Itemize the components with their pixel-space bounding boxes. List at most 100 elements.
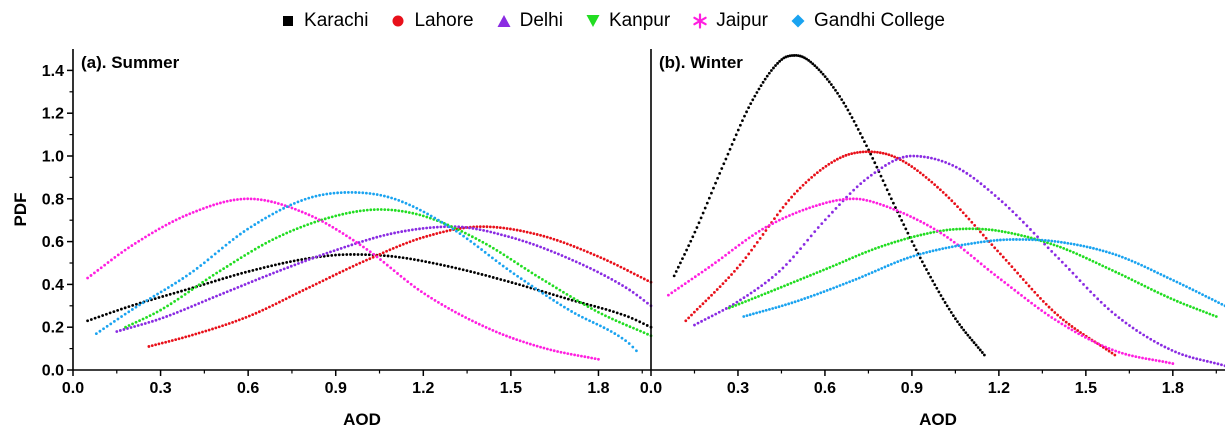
data-point <box>365 247 369 251</box>
data-point <box>811 62 815 66</box>
data-point <box>631 345 635 349</box>
data-point <box>707 266 711 269</box>
data-point <box>457 225 461 229</box>
data-point <box>1209 360 1213 364</box>
data-point <box>317 218 321 222</box>
data-point <box>1080 334 1084 337</box>
data-point <box>552 298 555 302</box>
data-point <box>935 286 939 290</box>
data-point <box>357 191 361 194</box>
data-point <box>365 258 368 262</box>
data-point <box>896 239 900 243</box>
data-point <box>944 161 947 164</box>
data-point <box>894 206 897 209</box>
data-point <box>285 231 289 235</box>
data-point <box>421 226 425 230</box>
data-point <box>447 306 450 310</box>
data-point <box>243 270 247 274</box>
data-point <box>234 319 238 323</box>
data-point <box>1153 289 1157 293</box>
data-point <box>838 94 842 98</box>
data-point <box>559 303 563 307</box>
data-point <box>829 83 833 86</box>
data-point <box>1149 287 1153 291</box>
data-point <box>510 236 514 240</box>
data-point <box>805 275 809 279</box>
data-point <box>115 330 119 333</box>
data-point <box>485 225 489 229</box>
data-point <box>792 255 795 259</box>
data-point <box>1143 265 1147 269</box>
data-point <box>703 206 707 210</box>
data-point <box>928 250 932 253</box>
data-point <box>542 246 546 250</box>
data-point <box>296 258 300 262</box>
data-point <box>789 281 793 285</box>
data-point <box>194 332 198 336</box>
diamond-marker-icon <box>790 13 806 29</box>
data-point <box>325 251 329 255</box>
data-point <box>932 227 936 231</box>
data-point <box>937 158 940 162</box>
data-point <box>848 197 852 201</box>
data-point <box>735 266 739 270</box>
data-point <box>474 237 478 240</box>
y-tick-label: 0.8 <box>42 191 64 208</box>
data-point <box>773 217 776 221</box>
data-point <box>219 201 222 205</box>
data-point <box>224 243 228 247</box>
data-point <box>302 224 306 228</box>
data-point <box>929 231 932 235</box>
data-point <box>170 283 174 287</box>
data-point <box>382 254 386 258</box>
series-karachi <box>86 253 653 329</box>
data-point <box>771 222 775 225</box>
data-point <box>851 256 855 260</box>
data-point <box>586 250 589 254</box>
data-point <box>776 61 779 65</box>
data-point <box>261 275 265 279</box>
data-point <box>951 164 955 167</box>
data-point <box>253 197 256 201</box>
data-point <box>1169 277 1172 281</box>
data-point <box>390 254 394 258</box>
y-tick-label: 0.0 <box>42 363 64 380</box>
data-point <box>478 228 482 232</box>
data-point <box>751 98 755 102</box>
data-point <box>503 234 507 238</box>
data-point <box>831 199 835 203</box>
data-point <box>243 254 247 257</box>
data-point <box>1177 351 1181 355</box>
data-point <box>474 321 478 324</box>
data-point <box>423 292 427 296</box>
data-point <box>795 189 799 193</box>
data-point <box>585 265 589 269</box>
data-point <box>701 211 705 215</box>
data-point <box>187 290 191 294</box>
data-point <box>740 301 744 305</box>
data-point <box>1087 337 1091 341</box>
data-point <box>392 269 396 273</box>
data-point <box>214 326 218 330</box>
legend-item-karachi: Karachi <box>280 10 368 32</box>
data-point <box>165 293 168 297</box>
x-tick-label: 0.9 <box>325 380 347 397</box>
data-point <box>963 243 967 246</box>
data-point <box>227 322 231 325</box>
data-point <box>1104 345 1107 349</box>
data-point <box>346 190 350 194</box>
data-point <box>1043 311 1047 315</box>
data-point <box>450 308 454 312</box>
data-point <box>631 290 635 294</box>
data-point <box>172 312 176 316</box>
data-point <box>153 297 157 301</box>
data-point <box>285 205 289 209</box>
data-point <box>798 210 801 213</box>
data-point <box>184 274 188 278</box>
data-point <box>355 263 358 267</box>
data-point <box>867 272 871 276</box>
data-point <box>1061 318 1065 322</box>
data-point <box>358 261 362 265</box>
data-point <box>846 108 850 112</box>
data-point <box>331 274 335 278</box>
